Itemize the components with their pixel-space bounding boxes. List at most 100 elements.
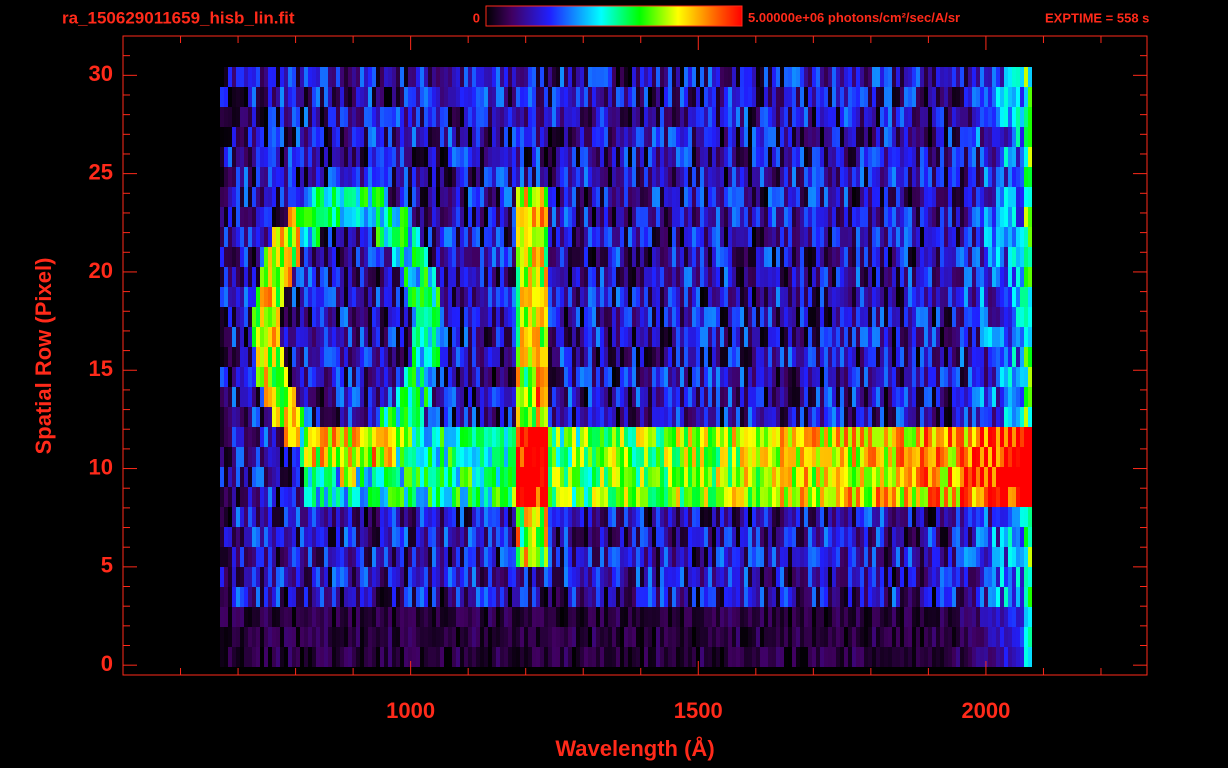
spectrum-pixel [596, 307, 600, 327]
spectrum-pixel [580, 167, 584, 187]
spectrum-pixel [808, 107, 812, 127]
spectrum-pixel [620, 147, 624, 167]
spectrum-pixel [392, 387, 396, 407]
spectrum-pixel [856, 447, 860, 467]
spectrum-pixel [532, 307, 536, 327]
spectrum-pixel [928, 447, 932, 467]
spectrum-pixel [240, 127, 244, 147]
spectrum-pixel [580, 267, 584, 287]
spectrum-pixel [284, 347, 288, 367]
spectrum-pixel [252, 327, 256, 347]
spectrum-pixel [556, 327, 560, 347]
spectrum-pixel [428, 187, 432, 207]
spectrum-pixel [676, 87, 680, 107]
spectrum-pixel [736, 467, 740, 487]
spectrum-pixel [300, 367, 304, 387]
spectrum-pixel [816, 507, 820, 527]
spectrum-pixel [448, 507, 452, 527]
spectrum-pixel [728, 347, 732, 367]
spectrum-pixel [244, 187, 248, 207]
spectrum-pixel [1000, 487, 1004, 507]
spectrum-pixel [408, 147, 412, 167]
spectrum-pixel [396, 67, 400, 87]
spectrum-pixel [624, 287, 628, 307]
spectrum-pixel [412, 507, 416, 527]
spectrum-pixel [472, 207, 476, 227]
spectrum-pixel [1012, 327, 1016, 347]
spectrum-pixel [492, 447, 496, 467]
spectrum-pixel [924, 447, 928, 467]
spectrum-pixel [280, 307, 284, 327]
spectrum-pixel [792, 107, 796, 127]
spectrum-pixel [508, 207, 512, 227]
spectrum-pixel [792, 527, 796, 547]
spectrum-pixel [492, 267, 496, 287]
spectrum-pixel [784, 127, 788, 147]
spectrum-pixel [248, 127, 252, 147]
spectrum-pixel [976, 127, 980, 147]
spectrum-pixel [716, 227, 720, 247]
spectrum-pixel [416, 127, 420, 147]
spectrum-pixel [828, 267, 832, 287]
spectrum-pixel [228, 467, 232, 487]
spectrum-pixel [432, 147, 436, 167]
spectrum-pixel [628, 507, 632, 527]
spectrum-pixel [328, 227, 332, 247]
spectrum-pixel [816, 467, 820, 487]
spectrum-pixel [804, 267, 808, 287]
spectrum-pixel [352, 207, 356, 227]
spectrum-pixel [840, 207, 844, 227]
spectrum-pixel [672, 287, 676, 307]
spectrum-pixel [296, 487, 300, 507]
spectrum-pixel [752, 207, 756, 227]
spectrum-pixel [1016, 227, 1020, 247]
spectrum-pixel [872, 367, 876, 387]
spectrum-pixel [440, 387, 444, 407]
spectrum-pixel [896, 447, 900, 467]
spectrum-pixel [580, 507, 584, 527]
spectrum-pixel [248, 267, 252, 287]
spectrum-pixel [1000, 447, 1004, 467]
spectrum-pixel [920, 307, 924, 327]
spectrum-pixel [840, 487, 844, 507]
spectrum-pixel [372, 407, 376, 427]
spectrum-pixel [668, 407, 672, 427]
spectrum-pixel [280, 487, 284, 507]
spectrum-pixel [544, 87, 548, 107]
spectrum-pixel [732, 287, 736, 307]
spectrum-pixel [804, 207, 808, 227]
spectrum-pixel [956, 507, 960, 527]
spectrum-pixel [908, 167, 912, 187]
spectrum-pixel [388, 447, 392, 467]
spectrum-pixel [416, 107, 420, 127]
spectrum-pixel [404, 167, 408, 187]
spectrum-pixel [944, 67, 948, 87]
spectrum-pixel [464, 347, 468, 367]
spectrum-pixel [256, 507, 260, 527]
spectrum-pixel [404, 487, 408, 507]
spectrum-pixel [308, 527, 312, 547]
spectrum-pixel [964, 487, 968, 507]
spectrum-pixel [240, 487, 244, 507]
spectrum-pixel [444, 167, 448, 187]
spectrum-pixel [600, 207, 604, 227]
spectrum-pixel [576, 447, 580, 467]
spectrum-pixel [484, 107, 488, 127]
spectrum-pixel [628, 107, 632, 127]
spectrum-pixel [252, 87, 256, 107]
spectrum-pixel [248, 347, 252, 367]
spectrum-pixel [612, 387, 616, 407]
spectrum-pixel [868, 407, 872, 427]
spectrum-pixel [764, 107, 768, 127]
spectrum-pixel [744, 107, 748, 127]
spectrum-pixel [356, 447, 360, 467]
spectrum-pixel [816, 107, 820, 127]
spectrum-pixel [884, 487, 888, 507]
spectrum-pixel [400, 147, 404, 167]
spectrum-pixel [728, 147, 732, 167]
spectrum-pixel [876, 467, 880, 487]
spectrum-pixel [560, 327, 564, 347]
spectrum-pixel [740, 147, 744, 167]
spectrum-pixel [752, 447, 756, 467]
spectrum-pixel [980, 127, 984, 147]
